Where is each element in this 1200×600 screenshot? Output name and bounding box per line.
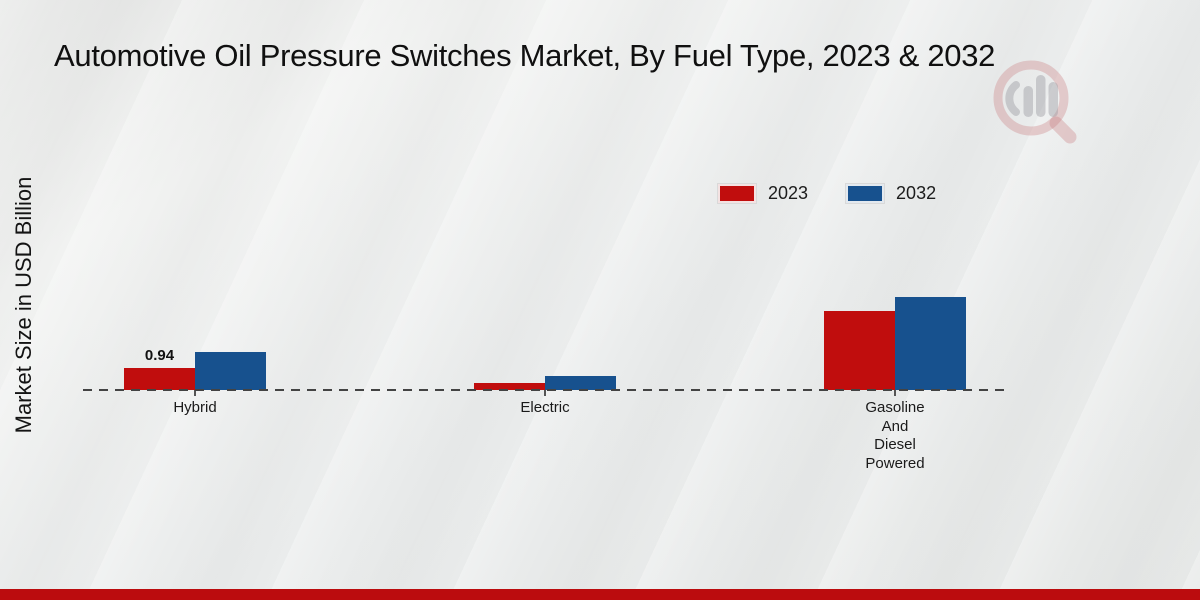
x-axis-tick: [894, 390, 896, 396]
x-axis-tick: [194, 390, 196, 396]
x-axis-baseline: [83, 389, 1007, 391]
category-label-gasoline-and-diesel-powered: Gasoline And Diesel Powered: [865, 399, 925, 472]
legend: 2023 2032: [718, 183, 936, 204]
bar-2023-electric[interactable]: [474, 383, 545, 390]
y-axis-label: Market Size in USD Billion: [11, 176, 36, 434]
bar-2032-hybrid[interactable]: [195, 352, 266, 390]
bar-2032-electric[interactable]: [545, 376, 616, 390]
legend-swatch-2023: [718, 184, 756, 203]
category-label-electric: Electric: [520, 399, 570, 416]
bar-2023-gasoline-and-diesel-powered[interactable]: [824, 311, 895, 390]
x-axis-tick: [544, 390, 546, 396]
watermark-logo: [993, 60, 1077, 144]
bar-2032-gasoline-and-diesel-powered[interactable]: [895, 297, 966, 390]
footer-red-strip: [0, 589, 1200, 600]
legend-item-2023[interactable]: 2023: [718, 183, 808, 204]
bar-2023-hybrid[interactable]: [124, 368, 195, 390]
legend-item-2032[interactable]: 2032: [846, 183, 936, 204]
magnifier-icon: [993, 60, 1077, 144]
legend-swatch-2032: [846, 184, 885, 203]
legend-label-2023: 2023: [768, 183, 809, 203]
data-label-2023-hybrid: 0.94: [144, 347, 175, 364]
category-label-hybrid: Hybrid: [173, 399, 217, 416]
chart-title: Automotive Oil Pressure Switches Market,…: [54, 38, 996, 73]
legend-label-2032: 2032: [896, 183, 937, 203]
